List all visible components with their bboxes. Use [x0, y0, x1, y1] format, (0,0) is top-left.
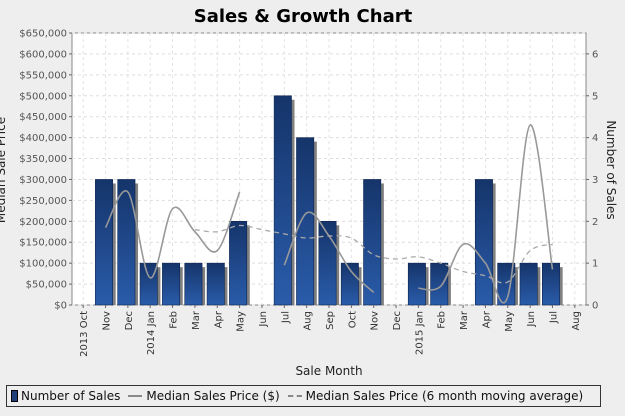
- x-tick-label: Aug: [303, 311, 314, 331]
- x-tick-label: Oct: [347, 311, 358, 328]
- x-tick-label: Jul: [280, 311, 291, 324]
- bar-number-of-sales: [139, 262, 158, 306]
- bar-swatch-icon: [11, 390, 18, 402]
- left-tick-label: $0: [54, 301, 67, 312]
- x-tick-label: 2014 Jan: [146, 311, 157, 355]
- bar-number-of-sales: [519, 262, 538, 306]
- right-tick-label: 4: [592, 133, 598, 144]
- bar-number-of-sales: [184, 262, 203, 306]
- chart-title: Sales & Growth Chart: [194, 6, 413, 27]
- x-tick-label: Nov: [370, 311, 381, 331]
- legend-item-moving-average: Median Sales Price (6 month moving avera…: [287, 389, 584, 403]
- bar-number-of-sales: [162, 262, 181, 306]
- bar-number-of-sales: [407, 262, 426, 306]
- left-tick-label: $200,000: [19, 217, 67, 228]
- bar-number-of-sales: [296, 137, 315, 306]
- right-tick-label: 3: [592, 175, 598, 186]
- left-tick-label: $650,000: [19, 29, 67, 40]
- right-tick-label: 6: [592, 49, 598, 60]
- right-axis-label: Number of Sales: [604, 120, 618, 219]
- legend: Number of Sales Median Sales Price ($) M…: [6, 385, 601, 407]
- left-axis-ticks: $0 $50,000 $100,000 $150,000 $200,000 $250,00…: [19, 29, 72, 312]
- left-tick-label: $150,000: [19, 238, 67, 249]
- right-axis-ticks: 0 1 2 3 4 5 6: [586, 49, 598, 312]
- left-tick-label: $600,000: [19, 49, 67, 60]
- left-tick-label: $450,000: [19, 112, 67, 123]
- x-tick-label: Sep: [325, 311, 336, 330]
- right-tick-label: 1: [592, 259, 598, 270]
- x-tick-label: May: [504, 311, 515, 332]
- x-tick-label: Jul: [548, 311, 559, 324]
- left-tick-label: $350,000: [19, 154, 67, 165]
- legend-label-moving-average: Median Sales Price (6 month moving avera…: [305, 389, 584, 403]
- median-price-line: [104, 190, 241, 279]
- x-tick-label: Dec: [392, 311, 403, 330]
- x-tick-label: May: [236, 311, 247, 332]
- bar-number-of-sales: [363, 179, 382, 306]
- bar-number-of-sales: [273, 95, 292, 306]
- x-tick-label: Aug: [571, 311, 582, 331]
- sales-growth-chart: Sales & Growth Chart $0 $50,000 $100,000 $1…: [0, 6, 618, 378]
- right-tick-label: 0: [592, 301, 598, 312]
- bar-number-of-sales: [497, 262, 516, 306]
- x-tick-label: Apr: [213, 310, 224, 328]
- bar-number-of-sales: [318, 221, 337, 306]
- dashed-line-swatch-icon: [287, 395, 302, 397]
- bar-number-of-sales: [117, 179, 136, 306]
- legend-item-median-price: Median Sales Price ($): [128, 389, 280, 403]
- legend-item-number-of-sales: Number of Sales: [11, 389, 120, 403]
- left-tick-label: $400,000: [19, 133, 67, 144]
- x-axis-label: Sale Month: [295, 364, 362, 378]
- bar-number-of-sales: [430, 262, 449, 306]
- left-tick-label: $300,000: [19, 175, 67, 186]
- left-axis-label: Median Sale Price: [0, 117, 8, 223]
- legend-label-median-price: Median Sales Price ($): [146, 389, 280, 403]
- line-swatch-icon: [128, 395, 143, 397]
- x-tick-label: Jun: [526, 311, 537, 328]
- left-tick-label: $100,000: [19, 259, 67, 270]
- x-tick-label: Apr: [481, 310, 492, 328]
- x-tick-label: Mar: [191, 310, 202, 330]
- left-tick-label: $250,000: [19, 196, 67, 207]
- x-tick-label: Feb: [437, 311, 448, 329]
- x-axis-ticks: 2013 Oct Nov Dec 2014 Jan Feb Mar Apr May Jun Jul…: [79, 305, 582, 357]
- bar-number-of-sales: [340, 262, 359, 306]
- x-tick-label: Nov: [102, 311, 113, 331]
- x-tick-label: Dec: [124, 311, 135, 330]
- median-price-line: [418, 124, 554, 304]
- bar-series: [95, 95, 563, 306]
- bar-number-of-sales: [206, 262, 225, 306]
- left-tick-label: $500,000: [19, 91, 67, 102]
- right-tick-label: 5: [592, 91, 598, 102]
- x-tick-label: Mar: [459, 310, 470, 330]
- left-tick-label: $50,000: [26, 280, 67, 291]
- x-tick-label: 2013 Oct: [79, 311, 90, 357]
- x-tick-label: Jun: [258, 311, 269, 328]
- bar-number-of-sales: [474, 179, 493, 306]
- right-tick-label: 2: [592, 217, 598, 228]
- x-tick-label: Feb: [169, 311, 180, 329]
- legend-label-number-of-sales: Number of Sales: [21, 389, 121, 403]
- line-series: [104, 124, 554, 304]
- moving-average-line: [194, 224, 553, 284]
- bar-number-of-sales: [95, 179, 113, 306]
- bar-number-of-sales: [229, 221, 248, 306]
- x-tick-label: 2015 Jan: [414, 311, 425, 355]
- left-tick-label: $550,000: [19, 70, 67, 81]
- bar-number-of-sales: [542, 262, 560, 306]
